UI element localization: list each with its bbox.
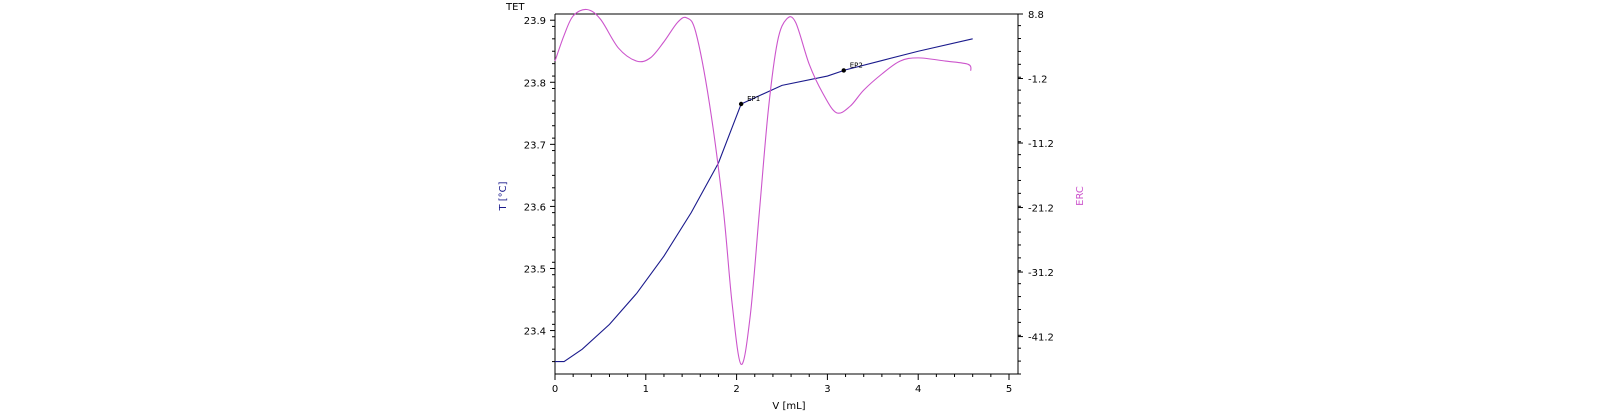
- temperature-curve: [555, 38, 973, 363]
- x-tick-label: 3: [824, 384, 830, 395]
- y-right-tick-label: 8.8: [1028, 10, 1044, 21]
- y-right-tick-label: -41.2: [1028, 333, 1054, 344]
- endpoint-marker: [738, 101, 744, 107]
- series-layer: [554, 8, 973, 365]
- y-left-tick-label: 23.6: [524, 202, 546, 213]
- y-left-tick-label: 23.8: [524, 78, 546, 89]
- x-axis-label: V [mL]: [772, 401, 805, 412]
- endpoint-markers: EP1 EP2: [738, 61, 863, 107]
- y-right-tick-label: -21.2: [1028, 204, 1054, 215]
- x-tick-label: 2: [733, 384, 739, 395]
- y-left-tick-label: 23.5: [524, 264, 546, 275]
- y-right-tick-label: -1.2: [1028, 75, 1048, 86]
- y-axis-right-label: ERC: [1075, 186, 1086, 206]
- chart-title: TET: [506, 2, 525, 13]
- x-tick-label: 1: [643, 384, 649, 395]
- y-left-tick-label: 23.4: [524, 327, 546, 338]
- y-right-tick-label: -31.2: [1028, 268, 1054, 279]
- y-right-tick-label: -11.2: [1028, 139, 1054, 150]
- erc-curve: [554, 8, 972, 365]
- axes: 0 1 2 3 4 5 23.4 23.5 23.6 23.7 23.8 23.9 -41.2 -31.2…: [524, 10, 1054, 395]
- x-tick-label: 4: [915, 384, 921, 395]
- x-tick-label: 5: [1006, 384, 1012, 395]
- x-tick-label: 0: [552, 384, 558, 395]
- y-axis-left-label: T [°C]: [498, 181, 509, 211]
- endpoint-marker: [841, 68, 846, 73]
- endpoint-label: EP1: [747, 95, 760, 103]
- endpoint-label: EP2: [850, 61, 863, 69]
- y-left-tick-label: 23.9: [524, 16, 546, 27]
- y-left-tick-label: 23.7: [524, 140, 546, 151]
